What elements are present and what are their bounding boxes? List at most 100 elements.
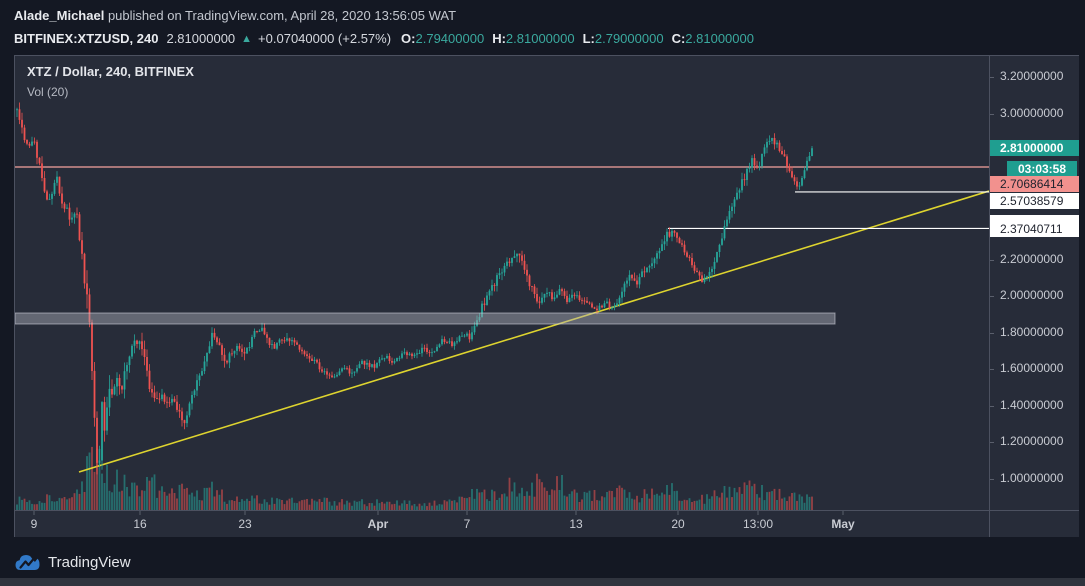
volume-bar <box>518 493 521 510</box>
candle-body <box>93 370 96 418</box>
candle-body <box>483 303 486 305</box>
candle-body <box>716 252 718 262</box>
tradingview-logo-icon[interactable] <box>14 553 41 572</box>
volume-bar <box>738 487 741 510</box>
candle-body <box>783 154 786 157</box>
candle-body <box>268 337 271 345</box>
volume-bar <box>786 501 788 510</box>
plot-area[interactable]: XTZ / Dollar, 240, BITFINEX Vol (20) <box>15 56 989 510</box>
time-tick-mark <box>244 511 246 515</box>
candle-body <box>126 365 128 372</box>
candle-body <box>286 338 288 341</box>
candle-body <box>766 141 768 148</box>
volume-bar <box>93 471 96 510</box>
candle-body <box>178 409 181 412</box>
price-tick-label: 1.60000000 <box>1000 361 1064 375</box>
candle-body <box>746 169 748 180</box>
candle-body <box>706 276 708 278</box>
candle-body <box>371 364 373 367</box>
candle-body <box>351 372 353 374</box>
price-axis[interactable]: 3.20000000 3.00000000 2.20000000 2.00000000… <box>989 56 1079 510</box>
volume-bar <box>21 499 23 510</box>
candle-body <box>583 300 586 302</box>
candle-body <box>248 347 251 348</box>
candle-body <box>671 230 673 237</box>
volume-bar <box>201 500 203 510</box>
page-bottom-edge <box>0 578 1085 586</box>
volume-bar <box>273 503 276 510</box>
volume-bar <box>426 506 428 510</box>
volume-bar <box>186 487 188 510</box>
candle-body <box>136 340 138 344</box>
volume-bar <box>73 493 76 510</box>
candle-body <box>428 352 431 353</box>
candle-body <box>56 176 58 183</box>
line-label-badge: 2.37040711 <box>990 221 1079 237</box>
volume-bar <box>671 483 673 510</box>
volume-bar <box>548 494 551 510</box>
candle-body <box>18 109 21 120</box>
candle-body <box>553 297 556 300</box>
time-axis[interactable]: 9 16 23 Apr 7 13 20 13:00 May <box>15 510 989 537</box>
volume-bar <box>41 502 43 510</box>
candle-body <box>193 390 196 395</box>
volume-bar <box>391 504 393 510</box>
candle-body <box>318 362 321 370</box>
candle-body <box>158 398 161 400</box>
volume-bar <box>333 501 336 510</box>
candle-body <box>378 359 381 363</box>
candle-body <box>281 339 283 341</box>
volume-bar <box>648 498 651 510</box>
volume-bar <box>298 501 301 510</box>
price-tick-mark <box>990 442 994 443</box>
volume-bar <box>471 489 473 510</box>
volume-bar <box>263 499 266 510</box>
candle-body <box>81 240 83 254</box>
volume-bar <box>688 498 691 510</box>
volume-bar <box>628 492 631 510</box>
price-tick-label: 1.40000000 <box>1000 397 1064 412</box>
time-tick-mark <box>677 511 679 515</box>
volume-bar <box>148 480 151 510</box>
volume-bar <box>358 501 361 510</box>
volume-bar <box>171 488 173 510</box>
last-price: 2.81000000 <box>166 31 236 46</box>
candle-body <box>438 344 441 347</box>
candle-body <box>223 354 226 361</box>
volume-bar <box>653 494 656 510</box>
volume-bar <box>543 487 546 510</box>
volume-bar <box>216 490 218 510</box>
candle-body <box>623 283 626 292</box>
volume-bar <box>508 477 511 510</box>
volume-bar <box>253 498 256 510</box>
candle-body <box>121 386 123 390</box>
volume-bar <box>656 493 658 510</box>
volume-bar <box>428 502 431 510</box>
volume-bar <box>243 500 246 510</box>
candle-body <box>183 420 186 424</box>
candle-body <box>23 127 26 141</box>
volume-bar <box>606 492 608 510</box>
price-change: +0.07040000 (+2.57%) <box>258 31 392 46</box>
candle-body <box>611 307 613 309</box>
volume-bar <box>183 488 186 510</box>
volume-bar <box>621 487 623 510</box>
volume-bar <box>301 500 303 510</box>
candlestick-chart[interactable] <box>15 56 989 510</box>
volume-bar <box>646 493 648 510</box>
candle-body <box>743 179 746 181</box>
volume-bar <box>791 493 793 510</box>
candle-body <box>708 271 711 277</box>
candle-body <box>453 342 456 346</box>
volume-bar <box>176 498 178 510</box>
volume-bar <box>366 506 368 510</box>
candle-body <box>406 352 408 356</box>
candle-body <box>626 280 628 284</box>
volume-bar <box>281 500 283 510</box>
volume-bar <box>748 480 751 510</box>
candle-body <box>628 274 631 281</box>
volume-bar <box>68 498 71 510</box>
volume-bar <box>568 493 571 510</box>
candle-body <box>731 206 733 211</box>
volume-bar <box>561 475 563 510</box>
